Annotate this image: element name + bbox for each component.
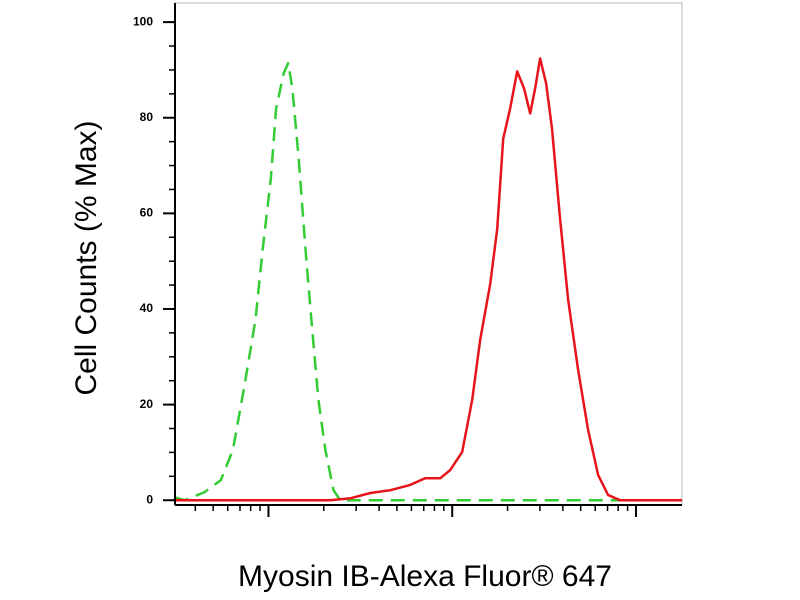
y-tick-label: 40 (140, 301, 154, 315)
histogram-line (174, 61, 682, 502)
histogram-line (175, 57, 682, 502)
y-tick-label: 100 (133, 14, 153, 28)
y-tick-label: 60 (140, 206, 154, 220)
y-tick-label: 0 (146, 492, 153, 506)
y-axis-title: Cell Counts (% Max) (70, 120, 103, 395)
y-tick-label: 80 (140, 110, 154, 124)
x-axis-title: Myosin IB-Alexa Fluor® 647 (238, 560, 612, 593)
y-tick-label: 20 (140, 397, 154, 411)
plot-frame (174, 2, 683, 506)
